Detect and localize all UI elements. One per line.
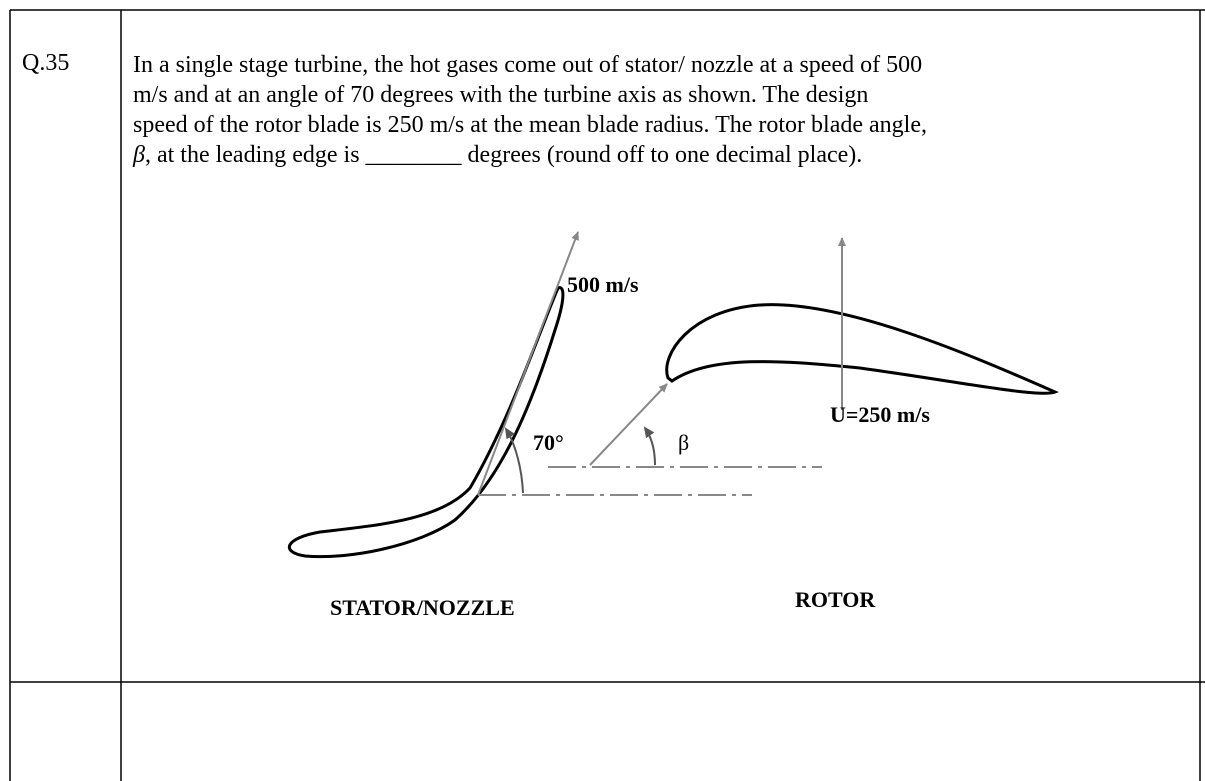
table-borders [9, 9, 1205, 781]
beta-symbol: β [133, 142, 145, 168]
rotor-label: ROTOR [795, 587, 876, 612]
text-line-rest: , at the leading edge is ________ degree… [144, 142, 863, 168]
text-line: speed of the rotor blade is 250 m/s at t… [133, 112, 927, 138]
velocity-label: 500 m/s [567, 272, 639, 297]
velocity-arrow [477, 231, 579, 496]
text-line: In a single stage turbine, the hot gases… [133, 52, 923, 78]
blade-speed-label: U=250 m/s [830, 402, 930, 427]
angle-arc [643, 426, 656, 466]
question-number: Q.35 [22, 50, 70, 76]
angle-label: 70° [533, 430, 564, 455]
rotor-blade [665, 303, 1059, 395]
beta-label: β [678, 430, 689, 455]
angle-arc [504, 427, 524, 494]
stator-blade [287, 286, 565, 559]
question-text: In a single stage turbine, the hot gases… [133, 50, 927, 170]
text-line: β, at the leading edge is ________ degre… [133, 140, 927, 170]
stator-label: STATOR/NOZZLE [330, 595, 515, 620]
relative-velocity-arrow [589, 383, 668, 466]
text-line: m/s and at an angle of 70 degrees with t… [133, 82, 869, 108]
